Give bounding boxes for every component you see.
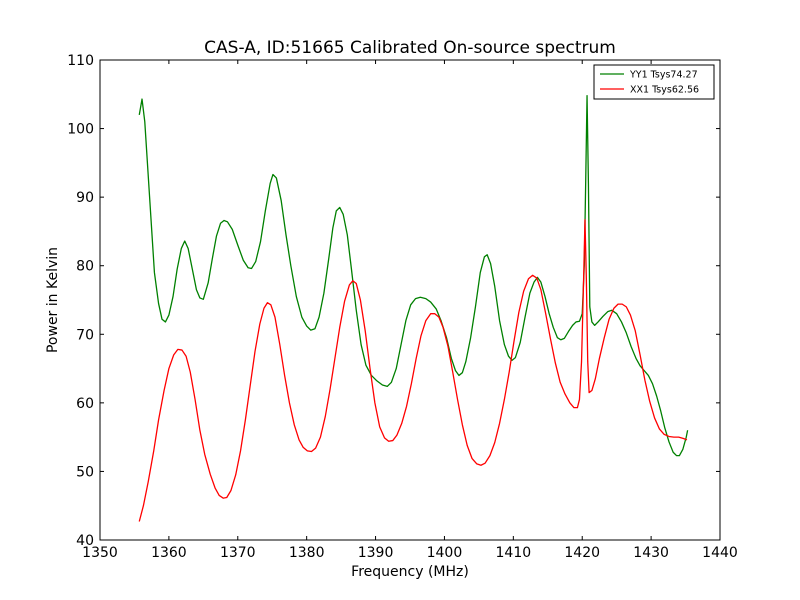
plot-frame bbox=[99, 59, 721, 541]
y-tick-label: 50 bbox=[76, 464, 94, 480]
legend-label-2: XX1 Tsys62.56 bbox=[630, 85, 699, 96]
plot-area bbox=[138, 95, 689, 522]
legend-box bbox=[593, 64, 715, 100]
x-tick-label: 1350 bbox=[82, 545, 118, 561]
x-tick-label: 1440 bbox=[702, 545, 738, 561]
x-tick-label: 1430 bbox=[633, 545, 669, 561]
y-tick-label: 70 bbox=[76, 327, 94, 343]
series-line-1 bbox=[138, 95, 689, 457]
legend: YY1 Tsys74.27 XX1 Tsys62.56 bbox=[593, 64, 715, 100]
y-tick-label: 110 bbox=[67, 53, 94, 69]
x-tick-label: 1360 bbox=[151, 545, 187, 561]
y-tick-label: 90 bbox=[76, 190, 94, 206]
x-tick-label: 1370 bbox=[220, 545, 256, 561]
y-tick-label: 100 bbox=[67, 122, 94, 138]
x-tick-label: 1410 bbox=[496, 545, 532, 561]
y-axis-label: Power in Kelvin bbox=[45, 247, 61, 353]
axis-ticks: 1350 1360 1370 1380 1390 1400 1410 1420 1430 1440… bbox=[67, 53, 738, 561]
x-tick-label: 1420 bbox=[564, 545, 600, 561]
chart-title: CAS-A, ID:51665 Calibrated On-source spe… bbox=[204, 38, 616, 58]
x-tick-label: 1390 bbox=[358, 545, 394, 561]
x-tick-label: 1400 bbox=[427, 545, 463, 561]
y-tick-label: 80 bbox=[76, 259, 94, 275]
y-tick-label: 60 bbox=[76, 396, 94, 412]
x-tick-label: 1380 bbox=[289, 545, 325, 561]
x-axis-label: Frequency (MHz) bbox=[351, 564, 469, 580]
series-line-2 bbox=[138, 219, 688, 522]
y-tick-label: 40 bbox=[76, 533, 94, 549]
legend-label-1: YY1 Tsys74.27 bbox=[629, 70, 698, 81]
